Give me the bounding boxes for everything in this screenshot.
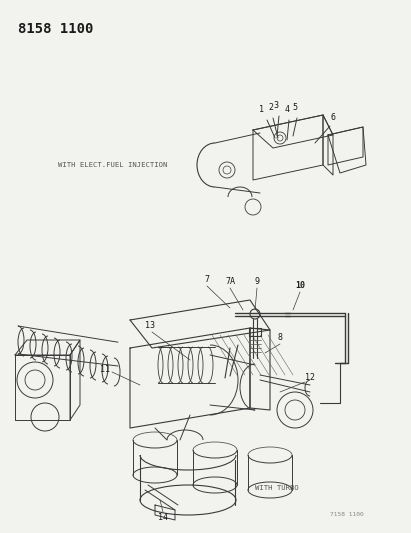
Text: 9: 9 (254, 278, 259, 287)
Text: 7158 1100: 7158 1100 (330, 513, 364, 518)
Text: 14: 14 (158, 513, 168, 522)
Text: 3: 3 (273, 101, 279, 110)
Text: 6: 6 (330, 114, 335, 123)
Text: 8: 8 (277, 334, 282, 343)
Text: 12: 12 (305, 374, 315, 383)
Text: WITH ELECT.FUEL INJECTION: WITH ELECT.FUEL INJECTION (58, 162, 167, 168)
Text: 11: 11 (100, 366, 110, 375)
Text: 7A: 7A (225, 278, 235, 287)
Text: 7: 7 (205, 276, 210, 285)
Text: 2: 2 (268, 103, 273, 112)
Text: 5: 5 (293, 103, 298, 112)
Text: 10: 10 (295, 281, 305, 290)
Text: 4: 4 (284, 106, 289, 115)
Text: WITH TURBO: WITH TURBO (255, 485, 299, 491)
Text: 8158 1100: 8158 1100 (18, 22, 93, 36)
Text: 13: 13 (145, 320, 155, 329)
Text: 1: 1 (259, 106, 263, 115)
